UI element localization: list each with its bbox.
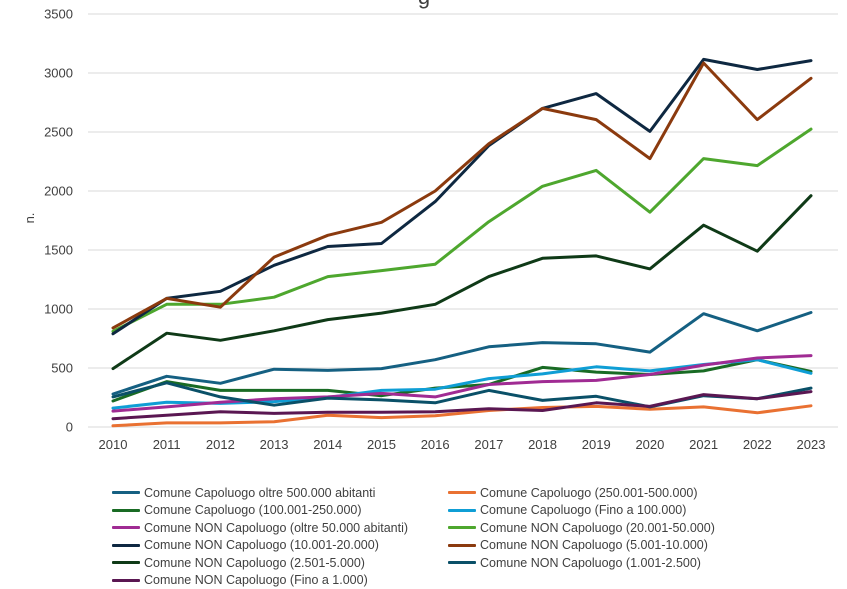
legend-item: Comune Capoluogo (Fino a 100.000)	[448, 502, 686, 519]
legend-item: Comune Capoluogo (100.001-250.000)	[112, 502, 362, 519]
legend-item: Comune NON Capoluogo (2.501-5.000)	[112, 554, 365, 571]
x-tick-label: 2022	[743, 437, 772, 452]
legend-label: Comune NON Capoluogo (10.001-20.000)	[144, 538, 379, 552]
series-line-7	[111, 57, 813, 336]
x-tick-label: 2012	[206, 437, 235, 452]
legend-label: Comune Capoluogo oltre 500.000 abitanti	[144, 485, 376, 500]
y-tick-label: 1500	[44, 243, 73, 258]
x-tick-label: 2023	[797, 437, 826, 452]
legend-item: Comune NON Capoluogo (10.001-20.000)	[112, 537, 379, 554]
legend-item: Comune NON Capoluogo (1.001-2.500)	[448, 554, 701, 571]
y-tick-label: 2000	[44, 184, 73, 199]
legend-label: Comune Capoluogo (100.001-250.000)	[144, 503, 362, 517]
x-tick-label: 2019	[582, 437, 611, 452]
legend-item: Comune Capoluogo (250.001-500.000)	[448, 484, 698, 501]
legend-swatch	[448, 543, 476, 547]
x-tick-label: 2020	[635, 437, 664, 452]
legend-item: Comune Capoluogo oltre 500.000 abitanti	[112, 484, 375, 501]
x-tick-label: 2011	[153, 437, 181, 452]
x-tick-label: 2017	[474, 437, 503, 452]
legend-label: Comune NON Capoluogo (2.501-5.000)	[144, 555, 365, 570]
y-axis-ticks: 0 500 1000 1500 2000 2500 3000 3500	[44, 7, 73, 435]
x-tick-label: 2021	[689, 437, 718, 452]
legend-item: Comune NON Capoluogo (20.001-50.000)	[448, 519, 715, 536]
legend-label: Comune NON Capoluogo (Fino a 1.000)	[144, 573, 368, 587]
y-tick-label: 0	[66, 420, 73, 435]
legend-label: Comune Capoluogo (Fino a 100.000)	[480, 503, 687, 517]
legend-label: Comune NON Capoluogo (oltre 50.000 abita…	[144, 520, 409, 535]
legend-swatch	[112, 508, 140, 512]
x-tick-label: 2013	[260, 437, 289, 452]
x-tick-label: 2010	[99, 437, 128, 452]
series-lines	[111, 57, 813, 428]
series-line-9	[111, 194, 813, 371]
y-tick-label: 1000	[44, 302, 73, 317]
legend-label: Comune NON Capoluogo (5.001-10.000)	[480, 538, 708, 552]
legend-item: Comune NON Capoluogo (oltre 50.000 abita…	[112, 519, 408, 536]
legend-swatch	[112, 491, 140, 494]
legend-label: Comune NON Capoluogo (20.001-50.000)	[480, 520, 715, 535]
legend-item: Comune NON Capoluogo (5.001-10.000)	[448, 537, 708, 554]
chart-title: g	[418, 0, 430, 9]
legend-swatch	[448, 491, 476, 494]
series-line-2	[111, 404, 813, 428]
y-tick-label: 3500	[44, 7, 73, 22]
y-tick-label: 500	[51, 361, 73, 376]
x-tick-label: 2015	[367, 437, 396, 452]
legend-swatch	[112, 543, 140, 547]
legend-item: Comune NON Capoluogo (Fino a 1.000)	[112, 572, 368, 589]
y-tick-label: 2500	[44, 125, 73, 140]
y-tick-label: 3000	[44, 66, 73, 81]
x-tick-label: 2014	[313, 437, 342, 452]
legend-swatch	[112, 561, 140, 564]
legend-swatch	[448, 508, 476, 512]
legend-label: Comune Capoluogo (250.001-500.000)	[480, 485, 698, 500]
y-axis-label: n.	[22, 213, 37, 224]
x-tick-label: 2018	[528, 437, 557, 452]
legend-swatch	[448, 526, 476, 529]
series-line-3	[111, 358, 813, 403]
legend-swatch	[112, 578, 140, 582]
series-line-1	[111, 311, 813, 396]
series-line-5	[111, 354, 813, 413]
series-line-6	[111, 127, 813, 333]
series-line-11	[111, 390, 813, 421]
legend-swatch	[448, 561, 476, 564]
x-axis-ticks: 2010 2011 2012 2013 2014 2015 2016 2017 2018 2019…	[99, 437, 826, 452]
legend-label: Comune NON Capoluogo (1.001-2.500)	[480, 555, 701, 570]
x-tick-label: 2016	[421, 437, 450, 452]
chart-title-text: g	[418, 0, 430, 9]
series-line-8	[111, 61, 813, 330]
legend-swatch	[112, 526, 140, 529]
